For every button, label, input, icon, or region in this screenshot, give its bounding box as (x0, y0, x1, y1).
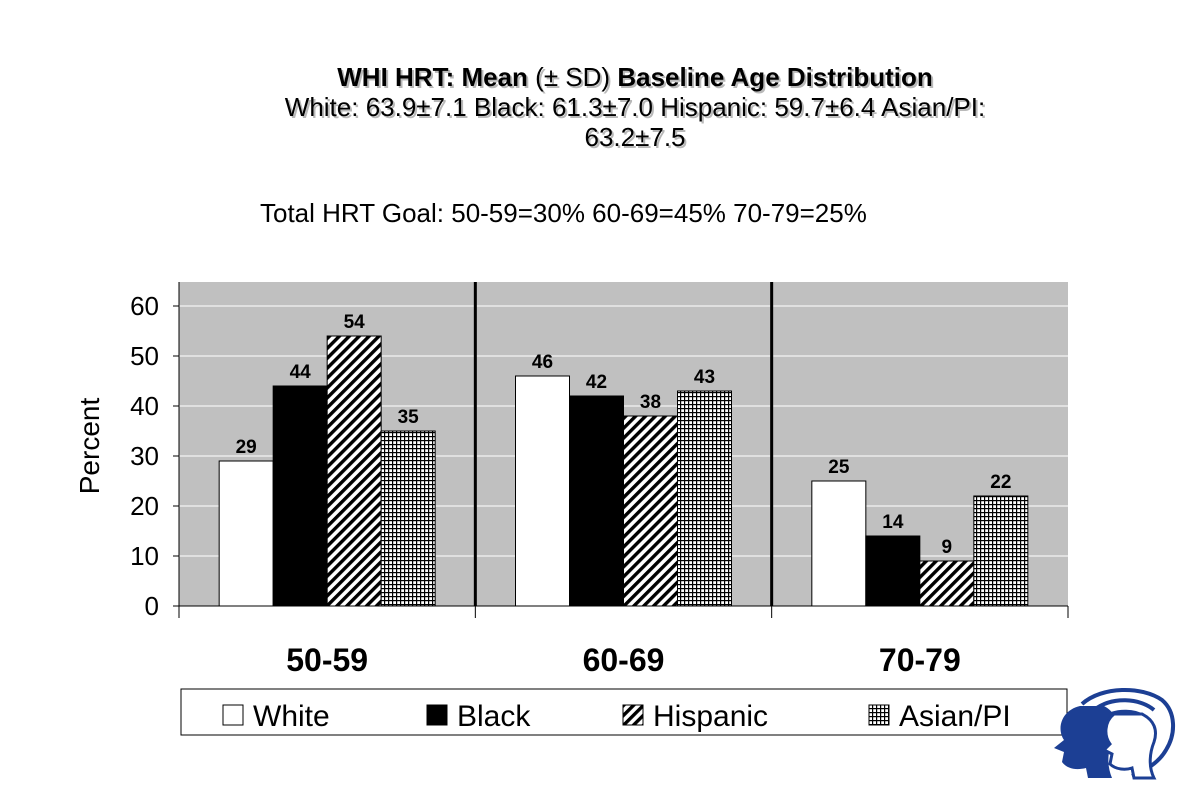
category-label: 50-59 (286, 642, 368, 678)
data-label: 25 (828, 457, 850, 478)
legend-label: White (253, 700, 330, 733)
bar (218, 460, 274, 607)
category-label: 60-69 (583, 642, 665, 678)
legend-swatch (622, 704, 644, 726)
legend-label: Hispanic (653, 700, 768, 733)
title-line-1: WHI HRT: Mean (± SD) Baseline Age Distri… (170, 62, 1100, 92)
data-label: 9 (942, 537, 953, 558)
y-tick-label: 50 (130, 341, 159, 371)
data-label: 54 (344, 312, 366, 333)
data-label: 44 (290, 362, 312, 383)
title-part-a: WHI HRT: Mean (337, 62, 528, 92)
bar (919, 560, 975, 607)
y-tick-label: 40 (130, 391, 159, 421)
goal-subtitle: Total HRT Goal: 50-59=30% 60-69=45% 70-7… (260, 198, 867, 228)
data-label: 35 (398, 407, 420, 428)
data-label: 14 (882, 512, 904, 533)
legend-label: Black (457, 700, 531, 733)
bar (515, 375, 570, 607)
data-label: 43 (694, 367, 715, 388)
y-tick-label: 10 (130, 541, 159, 571)
legend-swatch (222, 704, 244, 726)
bar (865, 535, 921, 607)
legend-label: Asian/PI (899, 700, 1011, 733)
data-label: 46 (532, 352, 553, 373)
y-axis-title: Percent (74, 398, 105, 495)
y-tick-label: 30 (130, 441, 159, 471)
title-line-3: 63.2±7.5 (584, 122, 686, 152)
y-tick-label: 60 (130, 291, 159, 321)
category-label: 70-79 (879, 642, 961, 678)
data-label: 38 (640, 392, 661, 413)
title-line-2: White: 63.9±7.1 Black: 61.3±7.0 Hispanic… (284, 92, 986, 122)
bar (380, 430, 436, 607)
bar (569, 395, 624, 607)
bar (811, 480, 867, 607)
bar (272, 385, 328, 607)
y-tick-label: 0 (145, 591, 159, 621)
bar (623, 415, 678, 607)
title-part-c: Baseline Age Distribution (617, 62, 933, 92)
chart-title: WHI HRT: Mean (± SD) Baseline Age Distri… (170, 62, 1100, 152)
bar (677, 390, 732, 607)
data-label: 22 (990, 472, 1011, 493)
legend-swatch (868, 704, 890, 726)
legend-swatch (426, 704, 448, 726)
bar (326, 335, 382, 607)
data-label: 29 (236, 437, 257, 458)
title-part-b: (± SD) (535, 62, 611, 92)
data-label: 42 (586, 372, 607, 393)
whi-logo-icon (1054, 688, 1175, 780)
y-tick-label: 20 (130, 491, 159, 521)
bar (973, 495, 1029, 607)
